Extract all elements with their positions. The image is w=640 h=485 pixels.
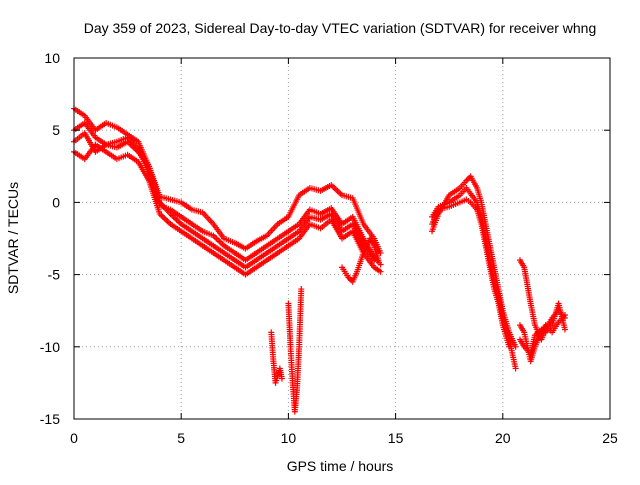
data-segment — [429, 196, 513, 350]
data-point — [377, 249, 384, 256]
y-tick-label: 5 — [52, 122, 60, 138]
x-tick-label: 0 — [70, 430, 78, 446]
data-segment — [268, 329, 285, 386]
y-tick-label: 0 — [52, 194, 60, 210]
x-tick-label: 5 — [177, 430, 185, 446]
data-point — [278, 375, 285, 382]
data-point — [377, 261, 384, 268]
x-tick-label: 15 — [388, 430, 404, 446]
data-point — [506, 343, 513, 350]
x-tick-label: 10 — [281, 430, 297, 446]
data-segment — [516, 300, 568, 358]
data-point — [561, 312, 568, 319]
data-point — [512, 365, 519, 372]
data-segment — [339, 235, 382, 285]
data-point — [561, 326, 568, 333]
axis-ticks: 0 5 10 15 20 25 -15 -10 -5 0 5 10 — [40, 50, 618, 446]
data-point — [377, 268, 384, 275]
grid-lines — [74, 58, 610, 419]
data-segment — [285, 286, 305, 415]
x-axis-title: GPS time / hours — [287, 458, 394, 474]
x-tick-label: 20 — [495, 430, 511, 446]
plot-frame — [73, 57, 611, 420]
data-point — [298, 286, 305, 293]
chart-title: Day 359 of 2023, Sidereal Day-to-day VTE… — [84, 20, 597, 36]
x-tick-label: 25 — [602, 430, 618, 446]
y-tick-label: 10 — [44, 50, 60, 66]
y-tick-label: -15 — [40, 411, 60, 427]
data-segment — [71, 130, 378, 271]
data-points — [71, 105, 568, 415]
y-tick-label: -10 — [40, 339, 60, 355]
y-tick-label: -5 — [48, 267, 61, 283]
data-point — [375, 257, 382, 264]
y-axis-title: SDTVAR / TECUs — [5, 182, 21, 294]
